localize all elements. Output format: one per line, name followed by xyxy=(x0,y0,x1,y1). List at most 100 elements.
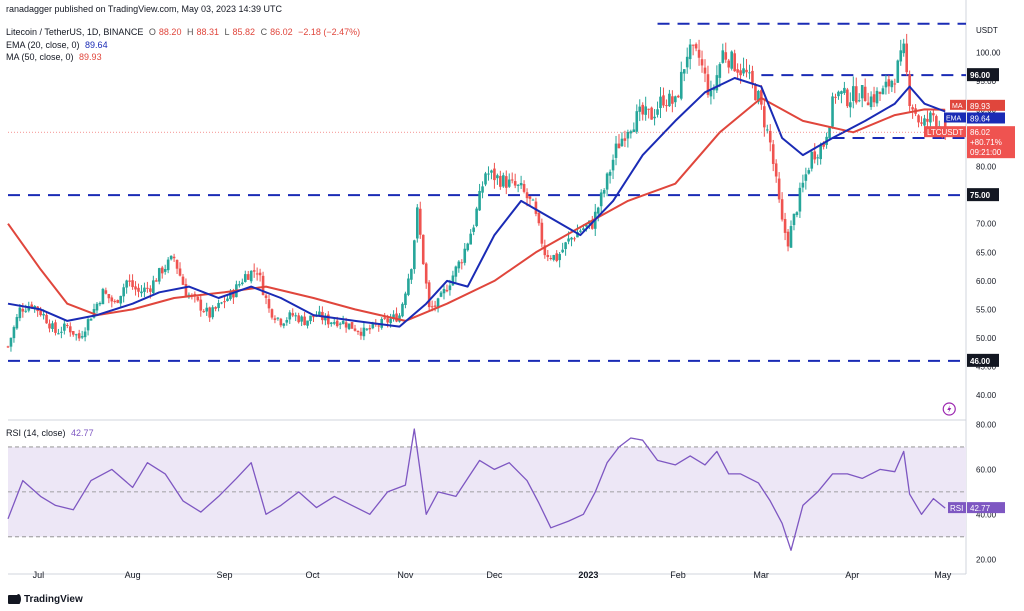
candle-body xyxy=(843,87,846,93)
candle-body xyxy=(344,322,348,328)
candle-body xyxy=(905,43,908,73)
price-axis-tick: 55.00 xyxy=(976,305,997,314)
candle-body xyxy=(887,79,891,87)
candle-body xyxy=(715,75,719,91)
candle-body xyxy=(502,175,505,187)
candle-body xyxy=(510,179,514,181)
candle-body xyxy=(63,323,66,331)
candle-body xyxy=(71,331,75,335)
candle-body xyxy=(66,324,69,327)
candle-body xyxy=(134,286,137,290)
candle-body xyxy=(902,43,906,54)
candle-body xyxy=(386,318,389,323)
candle-body xyxy=(911,107,914,110)
candle-body xyxy=(407,278,410,295)
candle-body xyxy=(736,69,739,73)
ma-legend-value: 89.93 xyxy=(79,52,102,62)
candle-body xyxy=(377,325,381,327)
candle-body xyxy=(300,316,303,322)
candle-body xyxy=(558,254,561,261)
candle-body xyxy=(807,170,811,174)
candle-body xyxy=(537,212,541,224)
candle-body xyxy=(602,190,606,194)
candle-body xyxy=(819,145,822,160)
candle-body xyxy=(653,116,656,119)
candle-body xyxy=(635,111,639,132)
candle-body xyxy=(484,173,487,185)
candle-body xyxy=(353,328,357,331)
candle-body xyxy=(57,333,60,335)
price-axis-tick: 65.00 xyxy=(976,248,997,257)
candle-body xyxy=(493,168,496,181)
candle-body xyxy=(60,331,63,333)
candle-body xyxy=(706,74,710,95)
candle-body xyxy=(727,60,731,68)
symbol-tag-bg xyxy=(924,126,966,138)
rsi-legend: RSI (14, close) 42.77 xyxy=(6,428,97,439)
candle-body xyxy=(576,232,579,238)
candle-body xyxy=(872,94,876,103)
candle-body xyxy=(273,318,277,320)
candle-body xyxy=(140,291,143,294)
candle-body xyxy=(682,69,686,74)
ohlc-h-label: H xyxy=(186,27,194,37)
candle-body xyxy=(246,274,250,280)
candle-body xyxy=(243,274,247,282)
candle-body xyxy=(410,269,413,280)
candle-body xyxy=(279,318,283,326)
candle-body xyxy=(101,288,105,305)
ohlc-o-label: O xyxy=(148,27,156,37)
candle-body xyxy=(217,302,220,309)
time-axis-tick: Apr xyxy=(845,570,859,580)
candle-body xyxy=(445,289,449,292)
ema-tag-bg xyxy=(967,112,1005,124)
candle-body xyxy=(21,308,25,312)
candle-body xyxy=(341,320,345,324)
candle-body xyxy=(596,207,600,214)
candle-body xyxy=(893,83,897,85)
candle-body xyxy=(579,230,582,232)
candle-body xyxy=(303,316,306,326)
candle-body xyxy=(709,90,713,97)
candle-body xyxy=(878,91,882,94)
candle-body xyxy=(507,179,511,187)
candle-body xyxy=(890,80,894,88)
candle-body xyxy=(854,86,858,103)
candle-body xyxy=(869,96,873,108)
candle-body xyxy=(712,88,716,91)
candle-body xyxy=(264,295,268,298)
time-axis-tick: Dec xyxy=(486,570,503,580)
candle-body xyxy=(884,81,888,88)
candle-body xyxy=(943,119,947,133)
candle-body xyxy=(74,334,78,336)
last-change-tag: +80.71% xyxy=(970,138,1002,147)
candle-body xyxy=(196,296,200,301)
rsi-tag-bg xyxy=(967,502,1005,514)
candle-body xyxy=(920,122,923,124)
candle-body xyxy=(149,288,152,292)
candle-body xyxy=(774,163,778,177)
candle-body xyxy=(383,317,386,319)
candle-body xyxy=(258,272,262,276)
candle-body xyxy=(834,96,837,98)
candle-body xyxy=(270,309,274,318)
candle-body xyxy=(436,298,440,309)
ema-tag-label: EMA xyxy=(946,115,962,122)
candle-body xyxy=(679,71,683,99)
candle-body xyxy=(122,287,125,297)
candle-body xyxy=(863,86,867,102)
candle-body xyxy=(519,182,523,186)
candle-body xyxy=(9,337,13,347)
candle-body xyxy=(718,64,722,78)
candle-body xyxy=(332,322,336,324)
candle-body xyxy=(154,280,158,282)
candle-body xyxy=(751,70,754,83)
level-tag-bg xyxy=(967,188,999,202)
countdown-tag: 09:21:00 xyxy=(970,148,1002,157)
published-line: ranadagger published on TradingView.com,… xyxy=(6,4,283,14)
lightning-icon-bolt xyxy=(947,405,952,413)
candle-body xyxy=(801,182,805,188)
candle-body xyxy=(294,315,297,317)
time-axis-tick: Jul xyxy=(33,570,45,580)
